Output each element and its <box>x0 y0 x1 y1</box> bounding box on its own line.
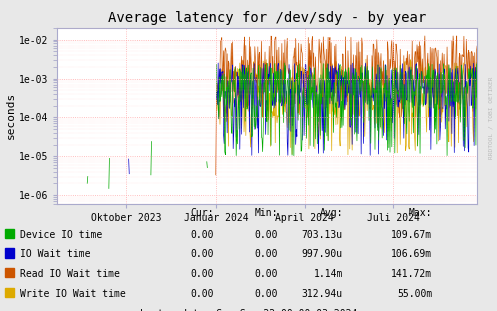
Text: 1.14m: 1.14m <box>314 269 343 279</box>
Text: 312.94u: 312.94u <box>302 289 343 299</box>
Text: 0.00: 0.00 <box>255 249 278 259</box>
Text: 0.00: 0.00 <box>190 269 214 279</box>
Text: Min:: Min: <box>255 208 278 218</box>
Text: 109.67m: 109.67m <box>391 230 432 240</box>
Text: Avg:: Avg: <box>320 208 343 218</box>
Text: Read IO Wait time: Read IO Wait time <box>20 269 120 279</box>
Title: Average latency for /dev/sdy - by year: Average latency for /dev/sdy - by year <box>108 12 426 26</box>
Text: Device IO time: Device IO time <box>20 230 102 240</box>
Text: Write IO Wait time: Write IO Wait time <box>20 289 126 299</box>
Text: 0.00: 0.00 <box>190 249 214 259</box>
Text: Cur:: Cur: <box>190 208 214 218</box>
Y-axis label: seconds: seconds <box>6 92 16 139</box>
Text: 0.00: 0.00 <box>255 289 278 299</box>
Text: 0.00: 0.00 <box>255 269 278 279</box>
Text: RRDTOOL / TOBI OETIKER: RRDTOOL / TOBI OETIKER <box>489 77 494 160</box>
Text: 0.00: 0.00 <box>255 230 278 240</box>
Text: Max:: Max: <box>409 208 432 218</box>
Text: 997.90u: 997.90u <box>302 249 343 259</box>
Text: 703.13u: 703.13u <box>302 230 343 240</box>
Text: 0.00: 0.00 <box>190 230 214 240</box>
Text: 55.00m: 55.00m <box>397 289 432 299</box>
Text: IO Wait time: IO Wait time <box>20 249 90 259</box>
Text: 141.72m: 141.72m <box>391 269 432 279</box>
Text: 0.00: 0.00 <box>190 289 214 299</box>
Text: Last update: Sun Sep 22 00:00:03 2024: Last update: Sun Sep 22 00:00:03 2024 <box>140 309 357 311</box>
Text: 106.69m: 106.69m <box>391 249 432 259</box>
